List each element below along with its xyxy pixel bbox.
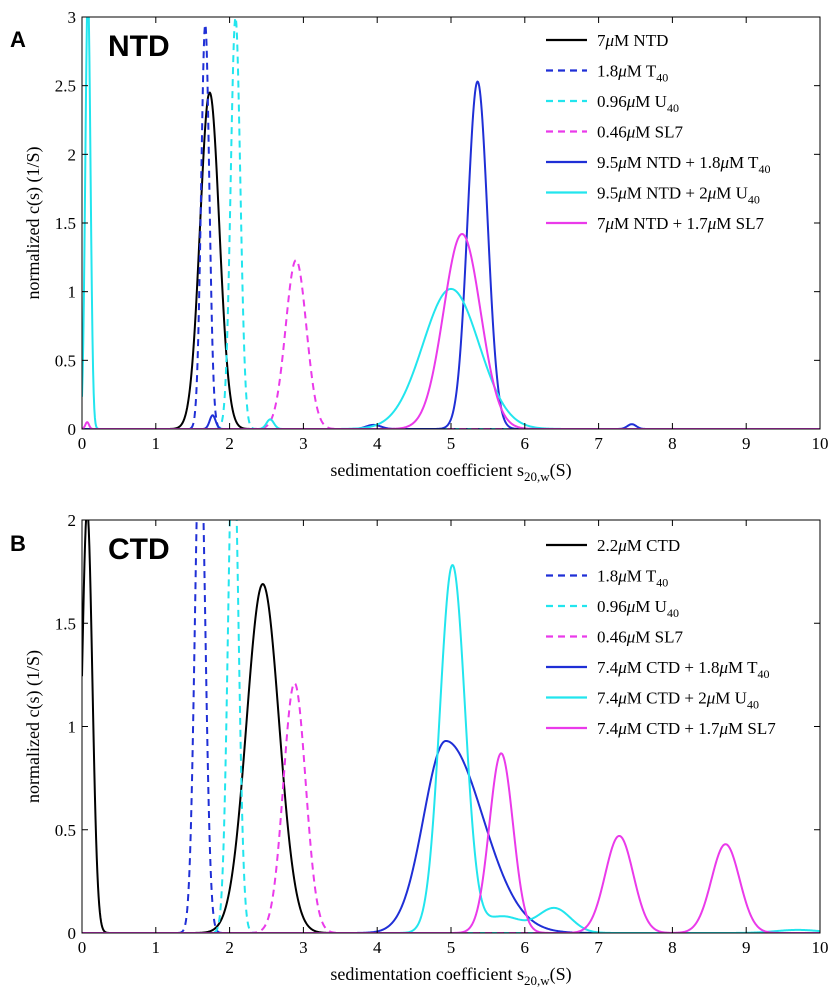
x-tick-label: 1 bbox=[152, 434, 161, 453]
x-tick-label: 2 bbox=[225, 434, 234, 453]
y-tick-label: 2 bbox=[68, 511, 77, 530]
x-tick-label: 4 bbox=[373, 434, 382, 453]
legend-item: 0.96μM U40 bbox=[546, 597, 679, 620]
legend-item: 0.46μM SL7 bbox=[546, 123, 684, 142]
legend-label: 9.5μM NTD + 1.8μM T40 bbox=[597, 153, 770, 176]
legend-item: 7μM NTD + 1.7μM SL7 bbox=[546, 214, 764, 233]
series-line-7 bbox=[82, 232, 820, 429]
legend-label: 7.4μM CTD + 1.7μM SL7 bbox=[597, 719, 776, 738]
legend-label: 7.4μM CTD + 1.8μM T40 bbox=[597, 658, 770, 681]
panel-a: 0 1 2 3 4 5 6 7 8 9 10 0 0.5 1 1.5 2 2.5 3 sedimentation c… bbox=[10, 8, 829, 484]
x-tick-label: 0 bbox=[78, 434, 87, 453]
legend-label: 0.46μM SL7 bbox=[597, 123, 684, 142]
plot-area bbox=[82, 520, 820, 933]
panel-title: CTD bbox=[108, 533, 170, 566]
x-tick-label: 1 bbox=[152, 938, 161, 957]
y-tick-label: 0 bbox=[68, 420, 77, 439]
x-tick-label: 5 bbox=[447, 434, 456, 453]
panel-b: 0 1 2 3 4 5 6 7 8 9 10 0 0.5 1 1.5 2 sedimentation coeff… bbox=[10, 511, 829, 988]
legend-item: 7.4μM CTD + 2μM U40 bbox=[546, 689, 759, 712]
x-tick-label: 0 bbox=[78, 938, 87, 957]
y-tick-label: 0 bbox=[68, 924, 77, 943]
legend-label: 0.96μM U40 bbox=[597, 92, 679, 115]
legend-item: 7μM NTD bbox=[546, 31, 668, 50]
y-axis-label: normalized c(s) (1/S) bbox=[23, 147, 44, 300]
legend-item: 1.8μM T40 bbox=[546, 62, 668, 85]
panel-letter: B bbox=[10, 531, 26, 556]
x-tick-label: 10 bbox=[812, 938, 829, 957]
panel-letter: A bbox=[10, 27, 26, 52]
x-tick-label: 3 bbox=[299, 434, 308, 453]
x-tick-label: 3 bbox=[299, 938, 308, 957]
y-tick-label: 1 bbox=[68, 283, 77, 302]
x-tick-label: 5 bbox=[447, 938, 456, 957]
legend-item: 9.5μM NTD + 1.8μM T40 bbox=[546, 153, 770, 176]
legend-label: 7μM NTD bbox=[597, 31, 668, 50]
y-tick-label: 3 bbox=[68, 8, 77, 27]
legend-label: 1.8μM T40 bbox=[597, 567, 668, 590]
x-tick-label: 9 bbox=[742, 434, 751, 453]
y-tick-label: 2.5 bbox=[55, 77, 76, 96]
x-axis-label: sedimentation coefficient s20,w(S) bbox=[330, 460, 571, 484]
series-line-5 bbox=[82, 739, 820, 933]
x-tick-label: 7 bbox=[594, 938, 603, 957]
legend-label: 0.46μM SL7 bbox=[597, 628, 684, 647]
panel-title: NTD bbox=[108, 30, 170, 63]
legend-item: 0.96μM U40 bbox=[546, 92, 679, 115]
series-line-6 bbox=[82, 564, 820, 933]
legend-label: 2.2μM CTD bbox=[597, 536, 680, 555]
legend-label: 7.4μM CTD + 2μM U40 bbox=[597, 689, 759, 712]
legend-item: 1.8μM T40 bbox=[546, 567, 668, 590]
x-tick-label: 10 bbox=[812, 434, 829, 453]
legend-item: 9.5μM NTD + 2μM U40 bbox=[546, 184, 760, 207]
y-tick-label: 1.5 bbox=[55, 214, 76, 233]
series-line-2 bbox=[82, 520, 820, 933]
legend: 7μM NTD 1.8μM T40 0.96μM U40 0.46μM SL7 9.5μ… bbox=[546, 31, 770, 233]
legend-label: 9.5μM NTD + 2μM U40 bbox=[597, 184, 760, 207]
y-tick-label: 2 bbox=[68, 145, 77, 164]
y-tick-label: 1 bbox=[68, 718, 77, 737]
x-tick-label: 7 bbox=[594, 434, 603, 453]
x-tick-label: 8 bbox=[668, 434, 677, 453]
series-line-1 bbox=[82, 91, 820, 429]
y-tick-label: 0.5 bbox=[55, 821, 76, 840]
legend-item: 7.4μM CTD + 1.7μM SL7 bbox=[546, 719, 776, 738]
legend-label: 7μM NTD + 1.7μM SL7 bbox=[597, 214, 764, 233]
x-tick-label: 8 bbox=[668, 938, 677, 957]
y-axis-label: normalized c(s) (1/S) bbox=[23, 650, 44, 803]
x-tick-label: 6 bbox=[521, 434, 530, 453]
legend: 2.2μM CTD 1.8μM T40 0.96μM U40 0.46μM SL7 7.… bbox=[546, 536, 776, 738]
x-tick-label: 9 bbox=[742, 938, 751, 957]
series-line-5 bbox=[82, 80, 820, 429]
series-line-6 bbox=[82, 17, 820, 429]
series-line-3 bbox=[82, 520, 820, 933]
legend-item: 0.46μM SL7 bbox=[546, 628, 684, 647]
legend-item: 2.2μM CTD bbox=[546, 536, 680, 555]
legend-item: 7.4μM CTD + 1.8μM T40 bbox=[546, 658, 770, 681]
legend-label: 0.96μM U40 bbox=[597, 597, 679, 620]
y-tick-label: 1.5 bbox=[55, 614, 76, 633]
series-line-4 bbox=[82, 259, 820, 429]
legend-label: 1.8μM T40 bbox=[597, 62, 668, 85]
x-tick-label: 2 bbox=[225, 938, 234, 957]
x-tick-label: 4 bbox=[373, 938, 382, 957]
x-axis-label: sedimentation coefficient s20,w(S) bbox=[330, 964, 571, 988]
y-tick-label: 0.5 bbox=[55, 351, 76, 370]
x-tick-label: 6 bbox=[521, 938, 530, 957]
